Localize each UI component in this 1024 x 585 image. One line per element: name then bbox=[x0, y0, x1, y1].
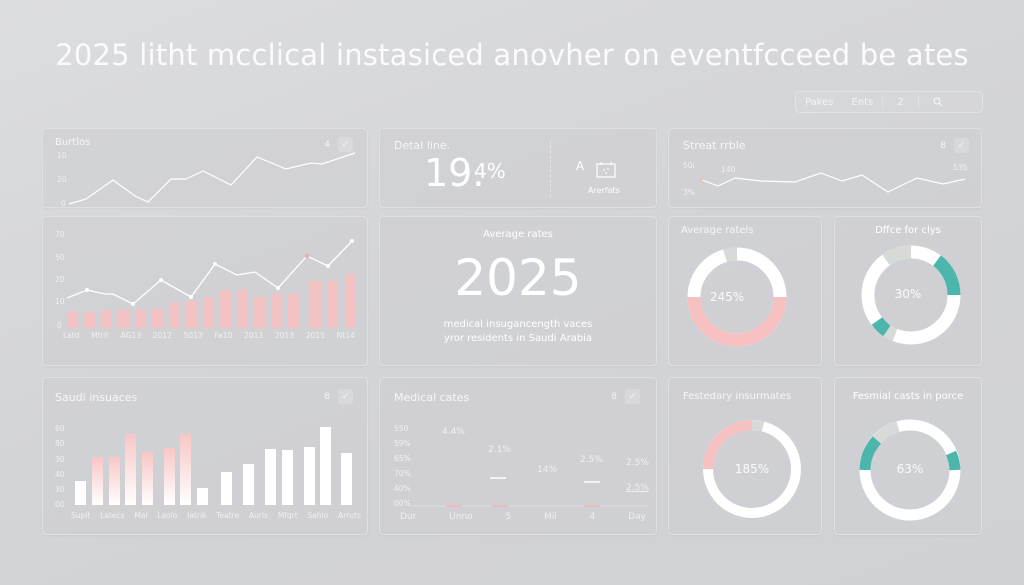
y-tick: 40 bbox=[55, 470, 65, 479]
donut-chart bbox=[859, 419, 961, 521]
y-tick: 30 bbox=[55, 485, 65, 494]
bar-line-chart bbox=[66, 239, 356, 328]
y-tick: 60 bbox=[55, 424, 65, 433]
y-tick: 50 bbox=[55, 253, 65, 262]
y-tick: 10 bbox=[57, 151, 67, 160]
donut-wrapper: 185% bbox=[702, 419, 802, 519]
y-tick: 50i bbox=[683, 161, 695, 170]
point-label: 140 bbox=[721, 165, 736, 174]
line-chart bbox=[68, 152, 356, 205]
donut-wrapper: 63% bbox=[859, 419, 961, 521]
card-medical-cates: Medical cates 8 ✓ 550 59% 65% 70% 40% 00… bbox=[379, 377, 657, 535]
check-button[interactable]: ✓ bbox=[338, 137, 353, 152]
value-label: 2.1% bbox=[488, 445, 511, 455]
x-axis-labels: Supit Latecs Mal Laolo Iatrik Teatre Auris M… bbox=[71, 511, 361, 520]
card-count: 8 bbox=[940, 140, 946, 151]
value-label: 14% bbox=[537, 465, 558, 475]
page-title: 2025 litht mcclical instasiced anovher o… bbox=[55, 38, 969, 72]
side-caption: Arerfats bbox=[588, 186, 620, 195]
card-detail-line: Detal line. 19. 4% A Arerfats bbox=[379, 128, 657, 208]
toolbar-item-ents[interactable]: Ents bbox=[851, 96, 874, 108]
divider bbox=[882, 95, 884, 109]
value-label: 2.5% bbox=[626, 483, 649, 493]
donut-value: 30% bbox=[894, 287, 922, 301]
y-tick: 20 bbox=[57, 175, 67, 184]
y-tick: 65% bbox=[394, 454, 411, 463]
y-tick: 3% bbox=[683, 188, 695, 197]
check-button[interactable]: ✓ bbox=[954, 138, 969, 153]
description-line: medical insugancength vaces bbox=[443, 319, 593, 330]
donut-chart bbox=[861, 245, 961, 345]
donut-value: 245% bbox=[709, 290, 745, 304]
y-tick: 70 bbox=[55, 230, 65, 239]
card-title: Festedary insurmates bbox=[683, 391, 792, 402]
card-title: Average ratels bbox=[681, 225, 754, 236]
card-title: Streat rrble bbox=[683, 139, 746, 152]
card-average-rates: Average rates 2025 medical insugancength… bbox=[379, 216, 657, 366]
toolbar: Pakes Ents 2 bbox=[795, 91, 983, 113]
y-tick: 70% bbox=[394, 469, 411, 478]
card-donut-festdary: Festedary insurmates 185% bbox=[668, 377, 822, 535]
donut-value: 63% bbox=[896, 462, 924, 476]
y-tick: 00% bbox=[394, 499, 411, 508]
card-burtlos: Burtlos 4 ✓ 10 20 0 bbox=[42, 128, 368, 208]
bar-chart bbox=[410, 477, 648, 507]
y-tick: 20 bbox=[55, 275, 65, 284]
search-icon bbox=[933, 96, 943, 106]
toolbar-item-page[interactable]: 2 bbox=[897, 96, 904, 108]
value-label: 4.4% bbox=[442, 427, 465, 437]
divider bbox=[917, 95, 919, 109]
card-combo-chart: 70 50 20 10 0 Latd Mtrit AG13 2012 5013 Fa1… bbox=[42, 216, 368, 366]
card-saudi-insuaces: Saudi insuaces 8 ✓ 60 80 30 40 30 00 Sup… bbox=[42, 377, 368, 535]
line-chart bbox=[700, 172, 966, 193]
y-tick: 0 bbox=[57, 321, 62, 330]
calendar-icon bbox=[596, 162, 616, 178]
y-tick: 0 bbox=[61, 199, 66, 208]
description-line: yror residents in Saudi Arabia bbox=[443, 333, 593, 344]
donut-chart bbox=[687, 247, 787, 347]
side-label: A bbox=[576, 159, 585, 173]
y-tick: 10 bbox=[55, 297, 65, 306]
donut-value: 185% bbox=[734, 462, 770, 476]
card-title: Fesmial casts in porce bbox=[852, 391, 964, 402]
card-title: Detal line. bbox=[394, 139, 451, 152]
y-tick: 40% bbox=[394, 484, 411, 493]
card-count: 8 bbox=[324, 391, 330, 402]
card-title: Burtlos bbox=[55, 137, 91, 148]
card-title: Saudi insuaces bbox=[55, 391, 138, 404]
y-tick: 00 bbox=[55, 500, 65, 509]
y-tick: 59% bbox=[394, 439, 411, 448]
bar-chart bbox=[75, 427, 352, 505]
donut-chart bbox=[703, 420, 801, 518]
y-tick: 30 bbox=[55, 455, 65, 464]
metric-value: 19. bbox=[424, 151, 485, 195]
check-button[interactable]: ✓ bbox=[338, 389, 353, 404]
metric-sup: 4% bbox=[474, 159, 506, 183]
y-tick: 80 bbox=[55, 439, 65, 448]
card-title: Medical cates bbox=[394, 391, 470, 404]
card-streat-rrble: Streat rrble 8 ✓ 50i 3% 140 535 bbox=[668, 128, 982, 208]
x-axis-labels: Dur Unno 5 Mil 4 Day bbox=[400, 512, 646, 522]
card-donut-fesmial: Fesmial casts in porce 63% bbox=[834, 377, 982, 535]
card-count: 4 bbox=[324, 139, 330, 150]
big-year: 2025 bbox=[454, 249, 582, 307]
card-donut-average-ratels: Average ratels 245% bbox=[668, 216, 822, 366]
value-label: 2.5% bbox=[580, 455, 603, 465]
card-heading: Average rates bbox=[483, 229, 553, 240]
point-label: 535 bbox=[953, 163, 968, 172]
divider bbox=[550, 141, 551, 197]
toolbar-item-pakes[interactable]: Pakes bbox=[805, 96, 834, 108]
card-donut-diffce: Dffce for clys 30% bbox=[834, 216, 982, 366]
card-count: 8 bbox=[611, 391, 617, 402]
check-button[interactable]: ✓ bbox=[625, 389, 640, 404]
search-button[interactable] bbox=[919, 96, 957, 109]
x-axis-labels: Latd Mtrit AG13 2012 5013 Fa10 2013 2013 201… bbox=[63, 331, 355, 340]
value-label: 2.5% bbox=[626, 458, 649, 468]
y-tick: 550 bbox=[394, 424, 409, 433]
card-title: Dffce for clys bbox=[875, 225, 941, 236]
